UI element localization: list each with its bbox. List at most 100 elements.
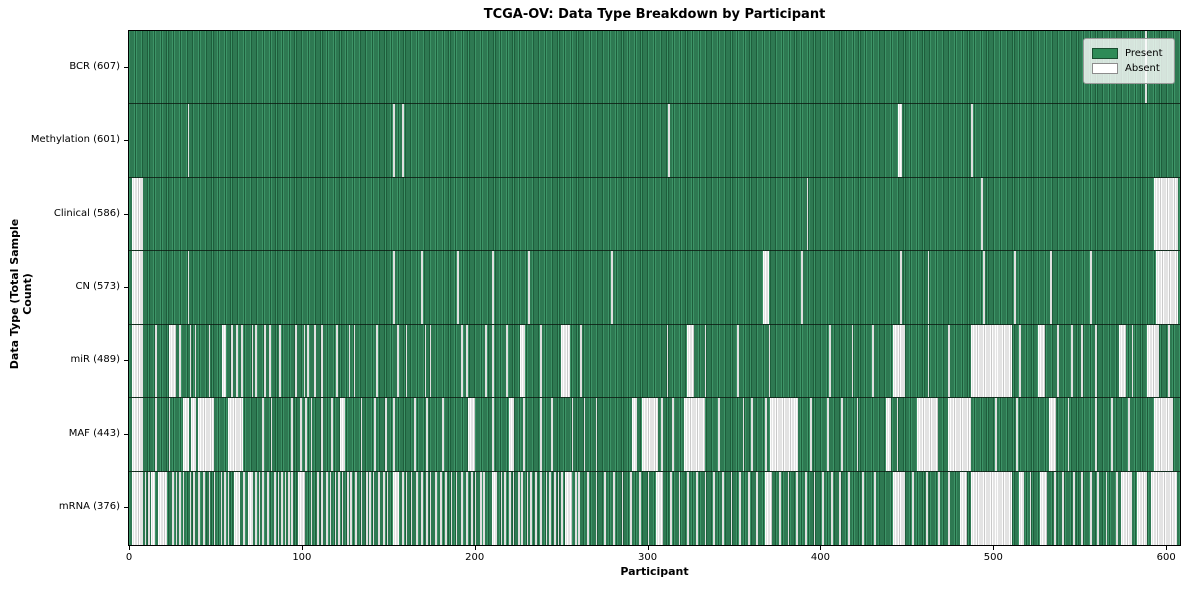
- absent-stripe: [393, 104, 396, 177]
- absent-stripe: [492, 251, 494, 324]
- absent-stripe: [1095, 324, 1098, 398]
- absent-stripe: [730, 471, 733, 545]
- y-tick-mark: [124, 140, 128, 142]
- absent-stripe: [937, 471, 940, 545]
- absent-stripe: [485, 324, 487, 398]
- absent-stripe: [670, 471, 672, 545]
- absent-stripe: [421, 471, 423, 545]
- absent-stripe: [410, 471, 413, 545]
- absent-stripe: [1154, 177, 1179, 251]
- absent-stripe: [995, 398, 997, 471]
- absent-stripe: [262, 398, 264, 471]
- absent-stripe: [578, 471, 581, 545]
- absent-stripe: [307, 324, 309, 398]
- absent-stripe: [1038, 324, 1046, 398]
- absent-stripe: [466, 324, 468, 398]
- absent-stripe: [445, 471, 448, 545]
- absent-stripe: [1014, 251, 1016, 324]
- absent-stripe: [182, 398, 190, 471]
- absent-stripe: [460, 471, 463, 545]
- absent-stripe: [982, 251, 985, 324]
- absent-stripe: [747, 471, 750, 545]
- y-tick-mark: [124, 507, 128, 509]
- absent-stripe: [1150, 471, 1177, 545]
- absent-stripe: [713, 471, 715, 545]
- absent-stripe: [460, 324, 463, 398]
- x-tick-mark: [474, 546, 476, 550]
- absent-stripe: [310, 471, 313, 545]
- y-tick-mark: [124, 360, 128, 362]
- heatmap-row-mrna: [129, 471, 1180, 545]
- absent-stripe: [787, 471, 790, 545]
- absent-stripe: [1155, 251, 1179, 324]
- absent-stripe: [751, 398, 754, 471]
- absent-stripe: [756, 471, 759, 545]
- absent-stripe: [457, 251, 460, 324]
- absent-stripe: [492, 398, 494, 471]
- absent-stripe: [1081, 324, 1084, 398]
- absent-stripe: [1057, 324, 1059, 398]
- absent-stripe: [1095, 398, 1098, 471]
- absent-stripe: [402, 471, 404, 545]
- absent-stripe: [393, 251, 396, 324]
- absent-stripe: [574, 471, 577, 545]
- absent-stripe: [241, 324, 244, 398]
- absent-stripe: [806, 177, 809, 251]
- absent-stripe: [848, 471, 850, 545]
- absent-stripe: [500, 471, 503, 545]
- absent-stripe: [841, 398, 843, 471]
- absent-stripe: [424, 324, 427, 398]
- absent-stripe: [874, 471, 876, 545]
- absent-stripe: [927, 251, 930, 324]
- absent-stripe: [455, 471, 458, 545]
- absent-stripe: [270, 398, 273, 471]
- absent-stripe: [353, 324, 356, 398]
- y-tick-mark: [124, 433, 128, 435]
- absent-stripe: [291, 398, 294, 471]
- absent-stripe: [737, 324, 740, 398]
- absent-stripe: [540, 471, 543, 545]
- legend-absent-label: Absent: [1125, 63, 1160, 74]
- absent-stripe: [632, 398, 638, 471]
- absent-stripe: [981, 177, 983, 251]
- absent-stripe: [329, 471, 332, 545]
- absent-stripe: [561, 471, 563, 545]
- absent-stripe: [861, 471, 864, 545]
- absent-stripe: [396, 324, 399, 398]
- absent-stripe: [279, 324, 282, 398]
- y-tick-label: CN (573): [75, 281, 120, 292]
- absent-stripe: [338, 471, 340, 545]
- absent-stripe: [168, 324, 176, 398]
- absent-stripe: [813, 471, 816, 545]
- absent-stripe: [305, 398, 308, 471]
- absent-stripe: [872, 324, 875, 398]
- heatmap-row-maf: [129, 398, 1180, 472]
- absent-stripe: [778, 471, 781, 545]
- absent-stripe: [678, 471, 681, 545]
- legend-item-absent: Absent: [1092, 62, 1166, 75]
- absent-stripe: [1053, 471, 1056, 545]
- absent-stripe: [948, 324, 951, 398]
- y-tick-mark: [124, 66, 128, 68]
- absent-stripe: [948, 471, 951, 545]
- absent-stripe: [554, 471, 556, 545]
- absent-stripe: [372, 471, 375, 545]
- absent-stripe: [300, 398, 302, 471]
- absent-stripe: [898, 104, 902, 177]
- heatmap-row-methylation: [129, 104, 1180, 178]
- absent-stripe: [320, 324, 323, 398]
- absent-stripe: [203, 471, 206, 545]
- absent-stripe: [770, 398, 798, 471]
- absent-stripe: [526, 471, 529, 545]
- absent-stripe: [220, 471, 223, 545]
- x-tick-mark: [1166, 546, 1168, 550]
- absent-stripe: [519, 324, 525, 398]
- absent-stripe: [704, 471, 707, 545]
- x-tick-mark: [993, 546, 995, 550]
- absent-stripe: [1167, 324, 1170, 398]
- absent-stripe: [564, 471, 572, 545]
- absent-stripe: [341, 471, 344, 545]
- absent-stripe: [355, 471, 358, 545]
- heatmap-row-cn: [129, 251, 1180, 325]
- absent-stripe: [893, 324, 906, 398]
